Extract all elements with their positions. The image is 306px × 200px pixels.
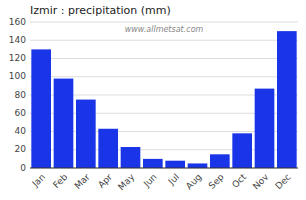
x-tick-label: Jun xyxy=(141,172,159,190)
chart: 0 20 40 60 80 100 120 140 160 www.allmetsat.com Ja… xyxy=(0,0,306,200)
x-tick-label: Jan xyxy=(30,172,48,190)
bar xyxy=(277,31,297,168)
x-tick-label: Sep xyxy=(207,172,226,191)
x-tick-label: May xyxy=(116,171,137,192)
bar xyxy=(188,163,208,168)
grid-line xyxy=(30,168,298,169)
grid-line xyxy=(30,76,298,77)
y-tick-label: 160 xyxy=(9,17,26,27)
bar xyxy=(232,133,252,168)
y-tick-label: 140 xyxy=(9,35,26,45)
y-tick-label: 80 xyxy=(15,90,27,100)
y-grid xyxy=(30,22,298,168)
x-tick-label: Oct xyxy=(230,172,248,190)
bar xyxy=(143,159,163,168)
y-tick-label: 100 xyxy=(9,71,26,81)
grid-line xyxy=(30,22,298,23)
grid-line xyxy=(30,58,298,59)
x-axis-line xyxy=(30,168,298,169)
bars xyxy=(31,31,296,168)
bar xyxy=(210,154,230,168)
title: Izmir : precipitation (mm) xyxy=(30,4,171,17)
bar xyxy=(121,147,141,168)
bar xyxy=(165,161,185,168)
y-tick-label: 0 xyxy=(20,163,26,173)
x-tick-label: Aug xyxy=(184,172,204,192)
x-tick-label: Dec xyxy=(273,172,292,191)
y-tick-label: 60 xyxy=(15,108,27,118)
y-tick-label: 20 xyxy=(15,144,27,154)
y-tick-label: 40 xyxy=(15,126,27,136)
bar xyxy=(98,129,118,168)
x-tick-label: Mar xyxy=(73,172,92,191)
y-tick-label: 120 xyxy=(9,53,26,63)
bar xyxy=(31,49,51,168)
x-tick-label: Apr xyxy=(96,172,114,190)
bar xyxy=(54,79,74,168)
bar xyxy=(76,100,96,168)
watermark: www.allmetsat.com xyxy=(125,25,204,34)
x-tick-label: Jul xyxy=(166,172,181,187)
bar xyxy=(255,89,275,168)
grid-line xyxy=(30,40,298,41)
x-tick-label: Feb xyxy=(51,172,70,191)
x-tick-label: Nov xyxy=(251,171,271,191)
